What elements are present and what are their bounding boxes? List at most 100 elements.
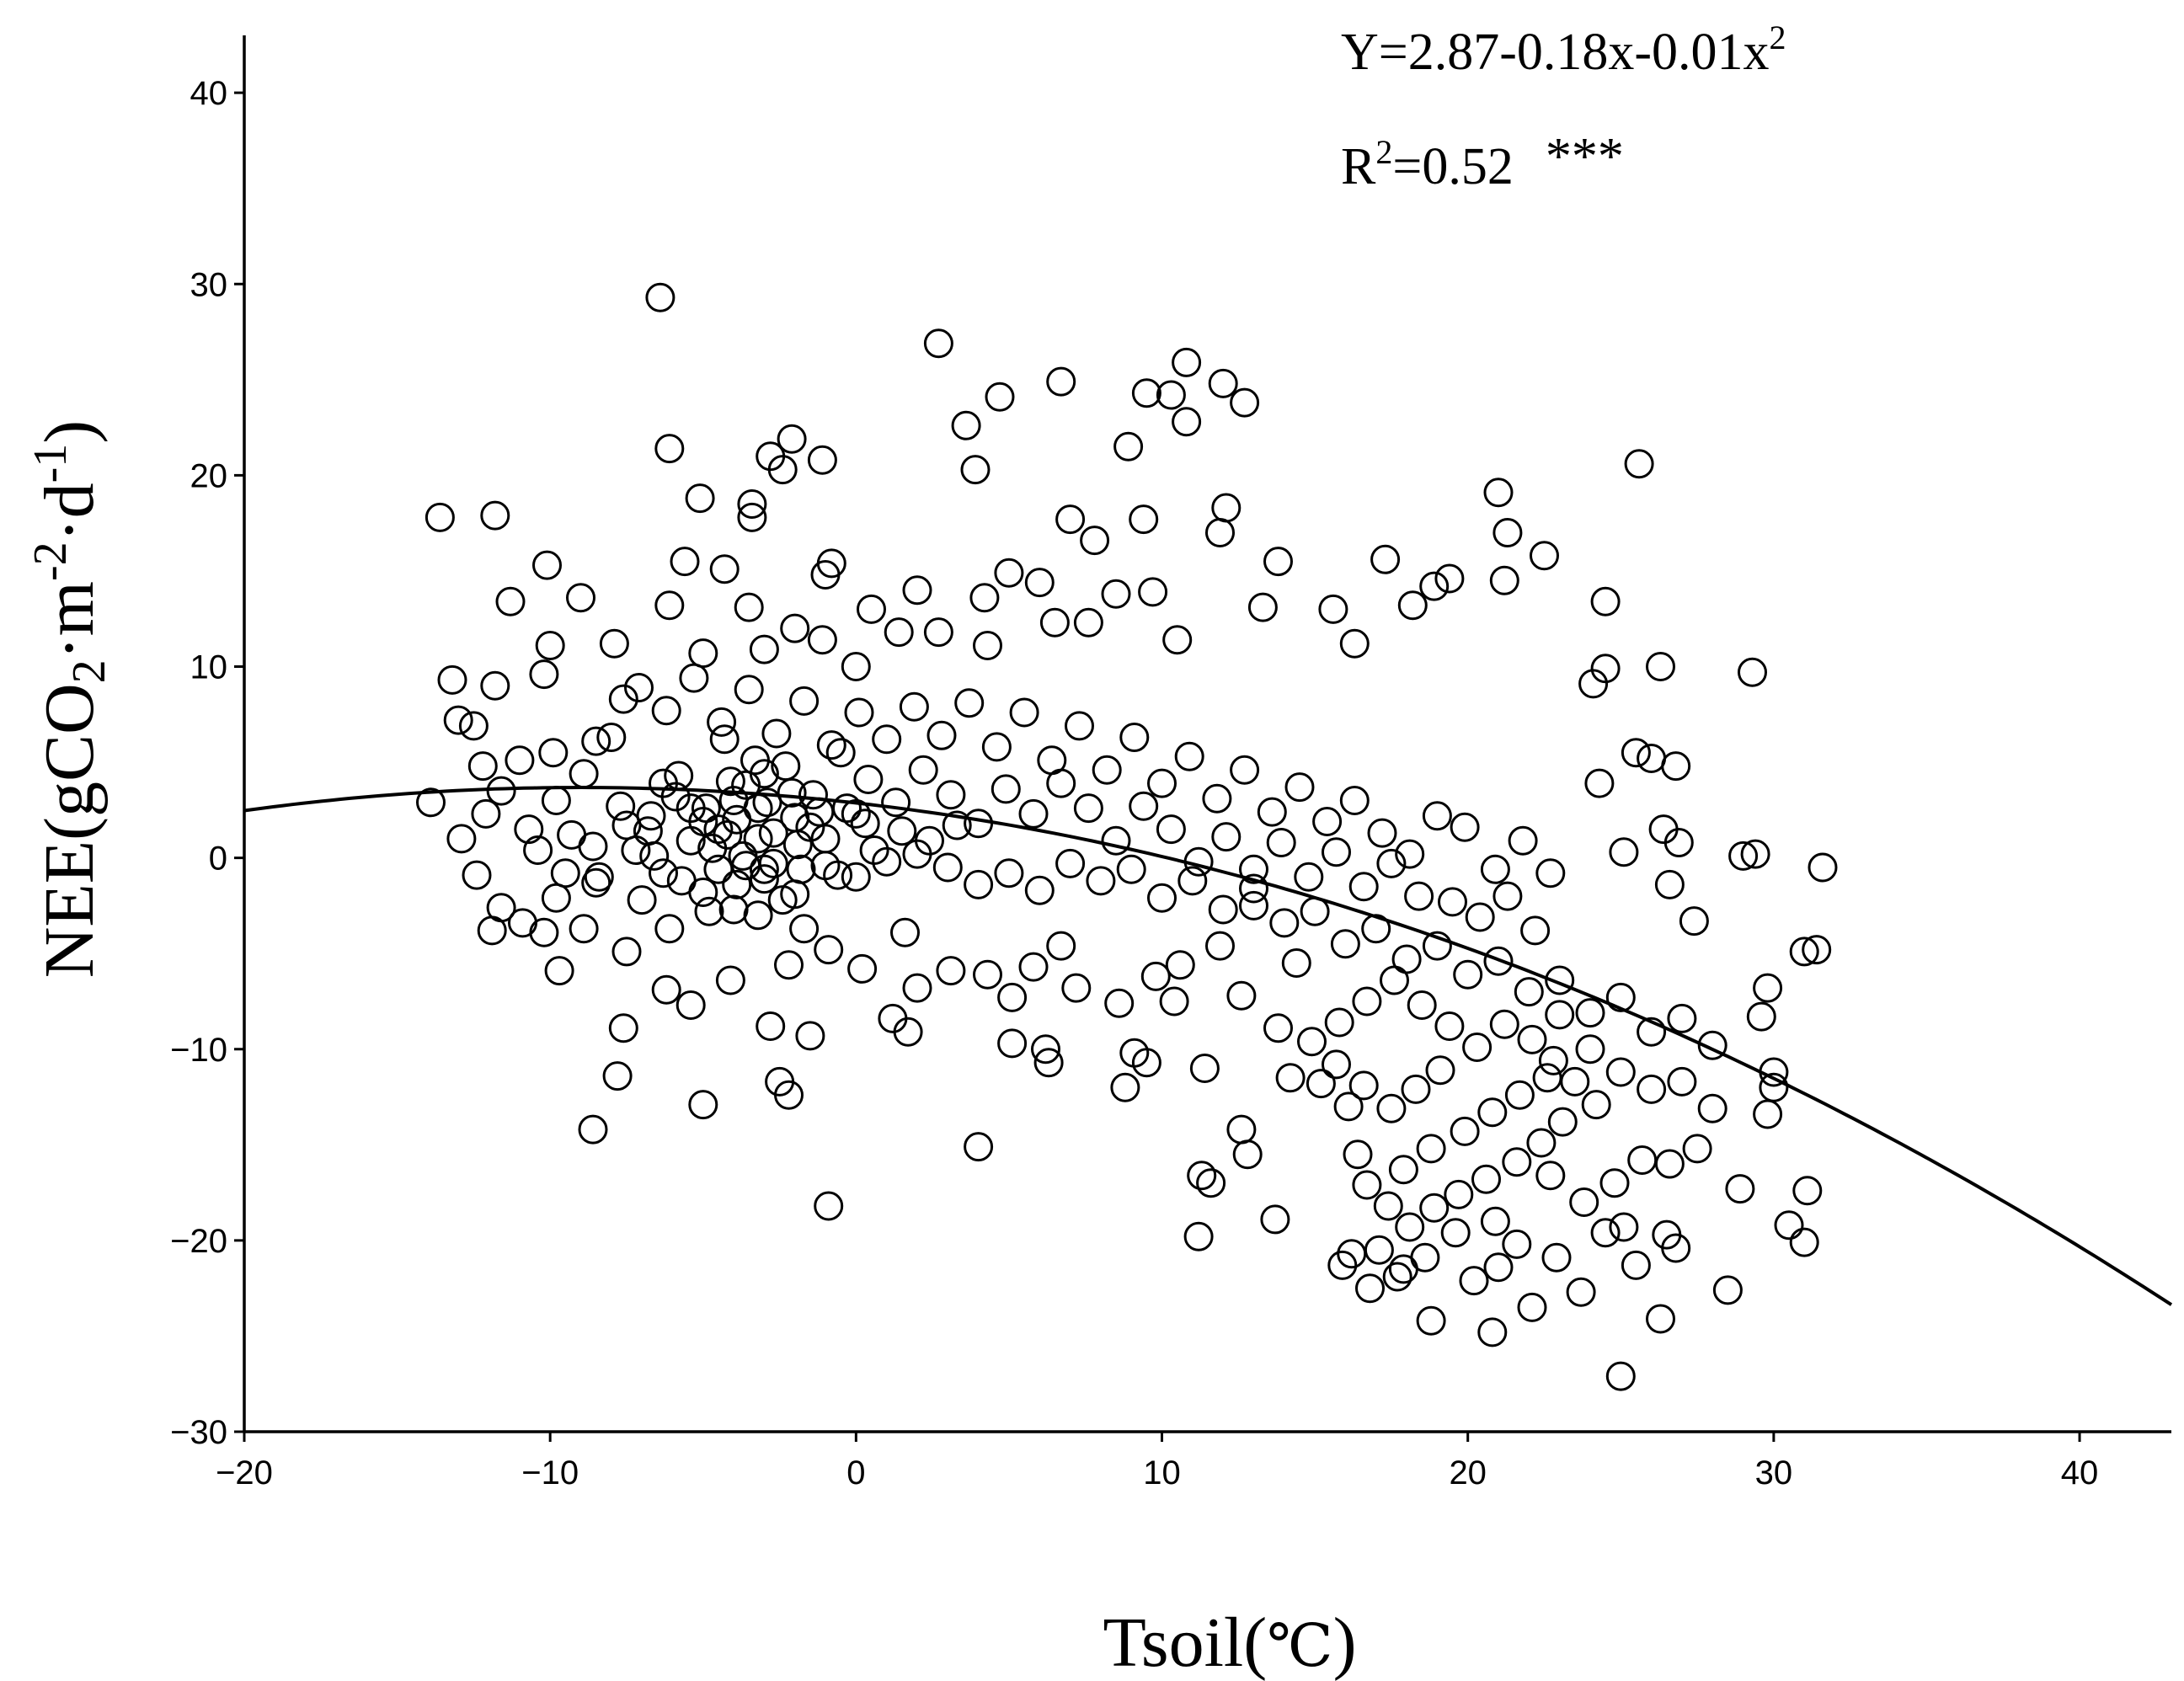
x-tick-label: 20	[1449, 1454, 1487, 1492]
scatter-point	[951, 410, 981, 440]
scatter-point	[1131, 378, 1161, 408]
scatter-point	[814, 1191, 844, 1221]
scatter-point	[1419, 571, 1450, 601]
scatter-point	[566, 583, 595, 613]
scatter-point	[645, 282, 675, 312]
scatter-point	[1388, 1155, 1418, 1185]
scatter-point	[1802, 935, 1832, 965]
scatter-point	[1465, 902, 1495, 932]
scatter-point	[795, 1021, 825, 1051]
scatter-point	[1569, 1187, 1599, 1217]
scatter-point	[1517, 1024, 1547, 1054]
scatter-point	[578, 831, 608, 862]
scatter-point	[709, 554, 740, 584]
scatter-point	[1532, 1063, 1562, 1093]
scatter-point	[1535, 1161, 1566, 1191]
scatter-point	[1376, 1093, 1407, 1123]
scatter-point	[899, 691, 929, 722]
scatter-point	[1018, 798, 1049, 829]
scatter-point	[1581, 1090, 1611, 1120]
scatter-point	[749, 634, 779, 664]
scatter-point	[795, 812, 825, 842]
scatter-point	[1159, 986, 1189, 1017]
scatter-point	[608, 1013, 638, 1043]
scatter-point	[495, 586, 526, 616]
scatter-point	[1205, 931, 1235, 961]
scatter-point	[532, 550, 562, 580]
scatter-point	[1104, 988, 1135, 1018]
scatter-point	[1584, 768, 1615, 798]
scatter-point	[1517, 1292, 1547, 1322]
scatter-point	[1101, 825, 1131, 856]
scatter-point	[767, 455, 798, 485]
scatter-point	[538, 738, 569, 768]
scatter-point	[1407, 990, 1437, 1020]
scatter-point	[602, 1061, 633, 1091]
scatter-point	[881, 787, 911, 818]
scatter-point	[985, 382, 1015, 412]
scatter-point	[718, 894, 749, 925]
scatter-point	[1502, 1147, 1532, 1177]
scatter-point	[636, 801, 666, 831]
scatter-point	[611, 810, 642, 840]
scatter-point	[1397, 590, 1428, 621]
scatter-point	[1080, 526, 1110, 556]
scatter-point	[1609, 1212, 1639, 1242]
scatter-point	[1300, 896, 1330, 926]
y-tick-label: −10	[170, 1032, 227, 1069]
scatter-point	[923, 617, 953, 648]
y-tick-label: 40	[190, 75, 228, 112]
scatter-point	[758, 848, 788, 878]
scatter-point	[777, 777, 807, 808]
scatter-point	[1440, 1218, 1471, 1248]
scatter-point	[872, 724, 902, 755]
scatter-point	[1637, 744, 1667, 773]
scatter-point	[1450, 1116, 1480, 1146]
scatter-point	[973, 631, 1002, 660]
scatter-point	[1654, 869, 1685, 899]
scatter-point	[718, 786, 749, 815]
scatter-point	[1202, 783, 1232, 814]
scatter-point	[666, 866, 697, 896]
scatter-point	[722, 869, 752, 899]
scatter-point	[1682, 1134, 1712, 1164]
scatter-point	[1483, 946, 1514, 976]
scatter-point	[550, 858, 580, 889]
scatter-point	[1055, 504, 1086, 535]
scatter-point	[505, 745, 535, 776]
scatter-point	[1031, 1034, 1060, 1065]
scatter-point	[997, 1028, 1028, 1059]
scatter-point	[743, 824, 773, 854]
scatter-point	[649, 858, 678, 889]
scatter-point	[1009, 697, 1039, 728]
scatter-point	[1101, 579, 1131, 609]
scatter-point	[535, 631, 565, 660]
scatter-point	[670, 547, 700, 577]
scatter-point	[471, 798, 501, 829]
scatter-point	[749, 854, 779, 884]
scatter-point	[679, 663, 709, 693]
scatter-point	[964, 869, 994, 899]
scatter-point	[1667, 1066, 1697, 1097]
scatter-point	[777, 424, 807, 454]
scatter-point	[722, 804, 752, 835]
scatter-point	[1275, 1063, 1306, 1093]
scatter-point	[1627, 1145, 1658, 1175]
scatter-point	[654, 434, 685, 464]
scatter-point	[1333, 1091, 1364, 1122]
scatter-point	[1230, 387, 1260, 418]
scatter-point	[1530, 541, 1559, 571]
scatter-point	[1183, 846, 1214, 877]
scatter-point	[1725, 1174, 1755, 1204]
scatter-point	[1373, 1191, 1403, 1221]
scatter-point	[1621, 738, 1651, 768]
scatter-point	[541, 786, 571, 815]
scatter-point	[569, 759, 599, 789]
scatter-point	[1140, 961, 1171, 991]
scatter-point	[807, 445, 837, 475]
scatter-point	[627, 885, 657, 915]
scatter-point	[1753, 973, 1783, 1003]
scatter-point	[964, 808, 994, 839]
scatter-point	[1073, 793, 1103, 824]
scatter-point	[758, 818, 788, 848]
